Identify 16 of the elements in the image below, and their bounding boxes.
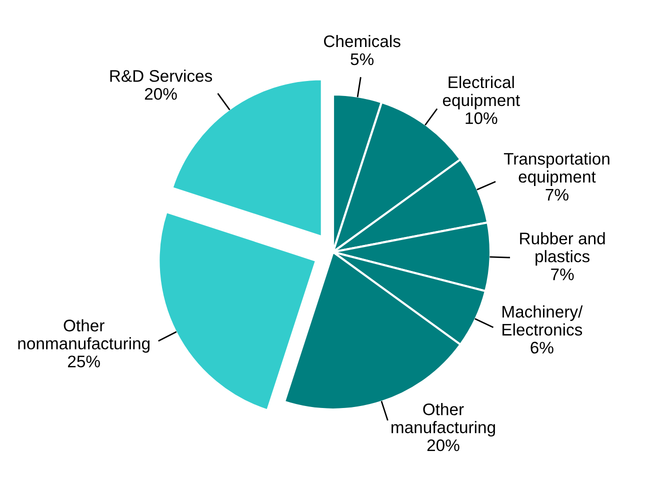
- data-label: 25%: [68, 356, 100, 368]
- data-label: 5%: [350, 53, 374, 66]
- data-label: 20%: [144, 88, 177, 100]
- data-label: 6%: [530, 342, 554, 354]
- data-label: 7%: [551, 268, 574, 280]
- slice-label: Chemicals: [324, 34, 400, 48]
- slice-label: Electrical equipment: [442, 76, 520, 110]
- slice-label: Other manufacturing: [392, 403, 495, 437]
- slice-label: Rubber and plastics: [520, 232, 605, 266]
- slice-label: Transportation equipment: [504, 152, 610, 186]
- slice-label: Other nonmanufacturing: [18, 319, 150, 353]
- slice-label: Machinery/ Electronics: [502, 305, 583, 336]
- slice-label: R&D Services: [110, 70, 212, 82]
- data-label: 7%: [546, 188, 568, 201]
- data-label: 20%: [427, 439, 460, 452]
- data-label: 10%: [466, 112, 498, 124]
